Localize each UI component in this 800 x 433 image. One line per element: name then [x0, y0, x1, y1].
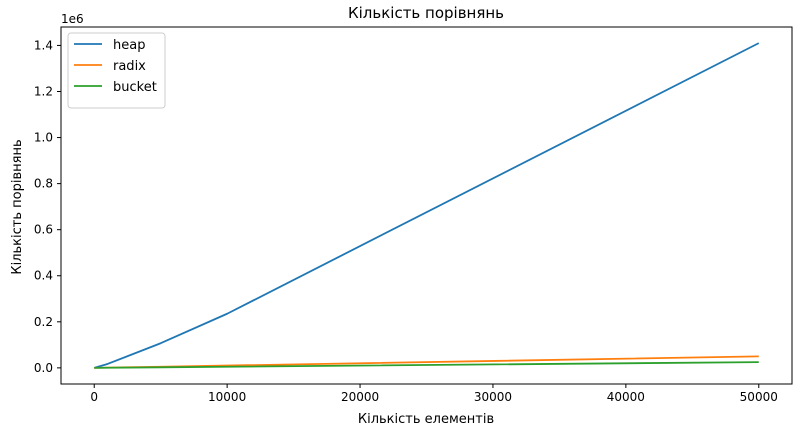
y-tick-label: 0.8: [34, 177, 53, 191]
legend-box: [67, 32, 166, 109]
x-tick-label: 0: [90, 390, 98, 404]
plot-frame: [60, 26, 793, 385]
y-tick-label: 1.2: [34, 84, 53, 98]
y-tick-label: 0.4: [34, 269, 53, 283]
series-line-heap: [93, 42, 760, 369]
series-layer: [93, 42, 760, 369]
x-tick-label: 30000: [474, 390, 512, 404]
x-axis-label: Кількість елементів: [358, 412, 494, 427]
axes-layer: 0 10000 20000 30000 40000 50000 0.0 0.2 0.4 0.6 0.…: [34, 38, 778, 404]
x-tick-label: 10000: [208, 390, 246, 404]
x-tick-label: 50000: [740, 390, 778, 404]
y-tick-label: 0.0: [34, 361, 53, 375]
y-tick-label: 1.4: [34, 38, 53, 52]
legend-label-bucket: bucket: [113, 80, 157, 95]
y-tick-label: 1.0: [34, 131, 53, 145]
y-axis-label: Кількість порівнянь: [10, 139, 25, 274]
x-tick-label: 40000: [607, 390, 645, 404]
y-tick-label: 0.6: [34, 223, 53, 237]
y-offset-label: 1e6: [61, 12, 84, 26]
legend-label-heap: heap: [113, 38, 145, 53]
series-line-bucket: [94, 361, 759, 369]
legend: heap radix bucket: [67, 32, 166, 109]
y-tick-label: 0.2: [34, 315, 53, 329]
chart-title: Кількість порівнянь: [348, 4, 504, 22]
plot-area: [60, 26, 793, 385]
x-tick-label: 20000: [341, 390, 379, 404]
legend-label-radix: radix: [113, 59, 146, 74]
